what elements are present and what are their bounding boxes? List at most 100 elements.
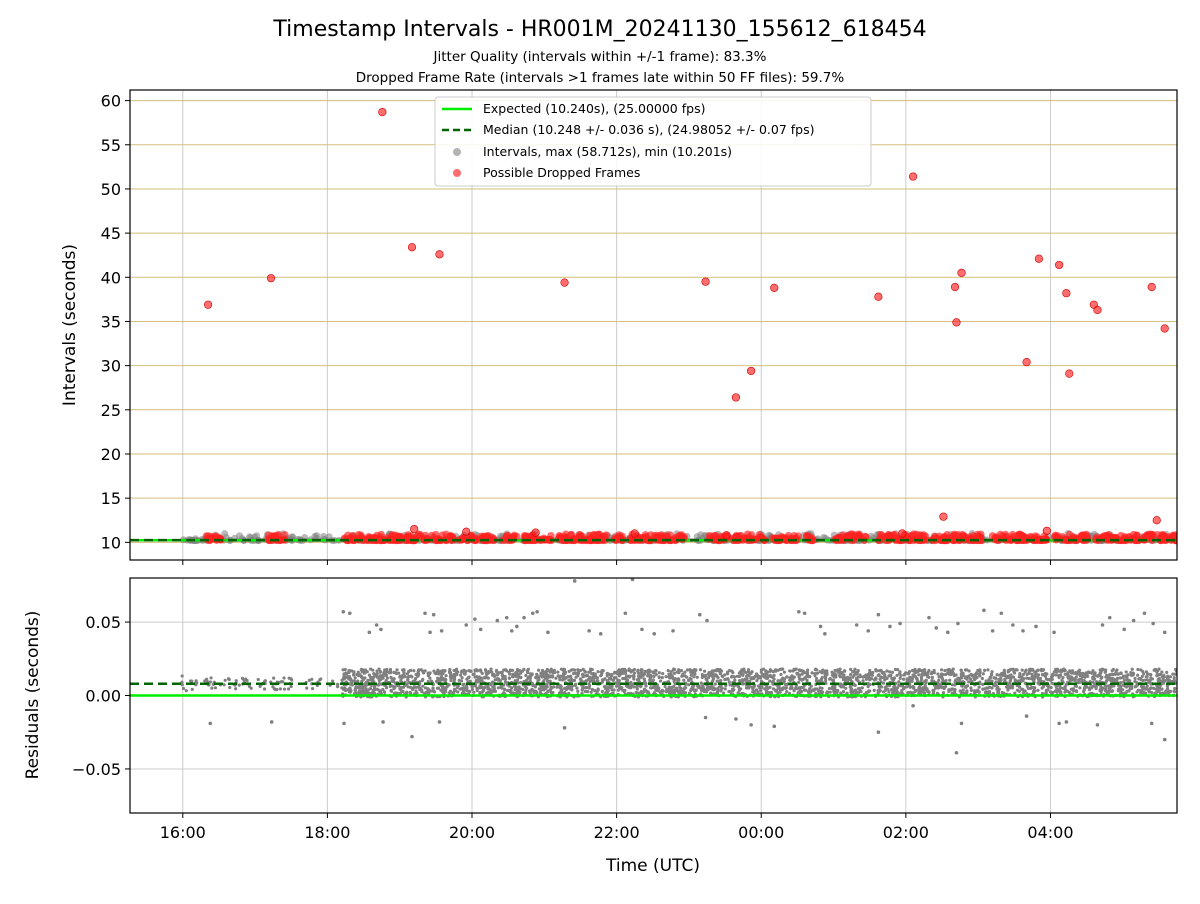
residual-outlier-point — [1021, 629, 1025, 633]
residual-point — [974, 672, 978, 676]
residual-outlier-point — [515, 624, 519, 629]
residual-point — [528, 674, 533, 678]
dropped-frame-point — [808, 536, 816, 545]
residual-point — [950, 691, 954, 695]
residual-point — [818, 686, 822, 690]
residual-point — [668, 676, 672, 680]
residual-point — [953, 683, 957, 687]
residual-point — [388, 669, 393, 673]
residual-point — [452, 679, 456, 683]
residual-point — [617, 679, 621, 683]
residual-point — [600, 669, 604, 673]
residual-point — [632, 671, 637, 675]
residual-point — [1002, 668, 1006, 672]
residual-point — [684, 681, 688, 685]
residual-point — [210, 686, 214, 690]
residual-point — [1167, 689, 1171, 693]
residual-point — [495, 673, 499, 677]
residual-point — [657, 671, 661, 675]
residual-point — [435, 686, 440, 690]
residual-point — [883, 688, 888, 692]
residual-point — [421, 669, 425, 673]
residual-point — [385, 676, 389, 680]
residual-point — [942, 680, 946, 684]
residual-point — [548, 670, 552, 674]
residual-point — [436, 676, 440, 680]
interval-point — [245, 533, 253, 541]
residual-outlier-point — [410, 734, 414, 739]
dropped-frame-point — [344, 531, 352, 540]
residual-point — [367, 691, 371, 695]
residual-point — [879, 669, 883, 673]
residual-point — [959, 674, 963, 678]
residual-point — [1078, 674, 1082, 678]
residual-point — [542, 679, 546, 683]
residual-point — [583, 689, 587, 694]
x-tick-label: 22:00 — [594, 823, 640, 842]
residual-point — [1149, 673, 1153, 677]
residual-point — [499, 686, 503, 690]
residual-point — [923, 683, 927, 687]
residual-point — [832, 672, 837, 676]
residual-point — [560, 688, 564, 692]
residual-point — [470, 685, 474, 689]
residual-point — [1172, 676, 1176, 680]
residual-point — [452, 676, 456, 681]
residual-point — [880, 671, 885, 675]
dropped-frame-point — [1007, 536, 1016, 544]
residual-point — [421, 684, 425, 688]
residual-point — [576, 668, 580, 672]
residual-point — [282, 676, 286, 680]
residual-point — [352, 670, 356, 674]
residual-point — [792, 667, 796, 672]
residual-point — [502, 687, 507, 691]
x-tick-label: 20:00 — [449, 823, 495, 842]
residual-point — [980, 676, 984, 681]
residual-point — [1067, 690, 1071, 694]
residual-point — [896, 668, 900, 672]
residual-point — [497, 671, 501, 675]
residual-point — [931, 679, 935, 683]
residual-outlier-point — [866, 629, 871, 633]
residual-point — [1133, 676, 1137, 681]
residual-point — [783, 682, 787, 686]
residual-point — [343, 667, 347, 672]
residual-point — [807, 687, 812, 691]
residual-point — [978, 670, 982, 674]
residual-point — [1036, 688, 1040, 692]
residual-point — [412, 685, 416, 689]
residual-point — [704, 677, 708, 681]
residual-point — [995, 673, 999, 677]
residual-point — [578, 668, 583, 673]
residual-outlier-point — [990, 629, 995, 633]
residual-point — [666, 669, 670, 673]
residual-point — [613, 670, 617, 674]
residual-point — [348, 687, 352, 691]
residual-point — [887, 674, 891, 678]
residual-point — [359, 667, 363, 672]
residual-point — [1010, 686, 1015, 690]
residual-point — [677, 670, 681, 675]
residual-point — [914, 669, 918, 674]
residual-point — [776, 668, 780, 672]
residual-point — [790, 674, 794, 678]
residual-outlier-point — [630, 578, 635, 582]
residual-outlier-point — [623, 611, 628, 616]
residual-point — [921, 669, 925, 673]
residual-point — [307, 678, 311, 682]
dropped-frame-point — [722, 531, 731, 540]
residual-outlier-point — [1064, 720, 1069, 724]
dropped-frame-point — [731, 393, 741, 402]
residual-point — [740, 682, 744, 686]
legend-dropped-swatch — [453, 169, 461, 177]
residual-point — [984, 690, 989, 694]
residual-point — [825, 691, 829, 695]
residual-outlier-point — [464, 623, 469, 627]
dropped-frame-point — [701, 277, 710, 286]
residual-point — [1104, 687, 1108, 691]
residual-point — [772, 677, 776, 681]
residual-point — [449, 673, 453, 677]
residual-point — [643, 670, 648, 674]
residual-point — [642, 687, 647, 691]
residual-point — [641, 690, 646, 694]
